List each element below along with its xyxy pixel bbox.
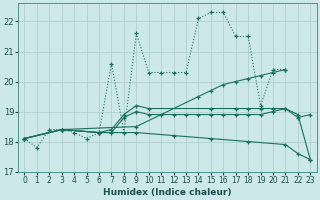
X-axis label: Humidex (Indice chaleur): Humidex (Indice chaleur) [103,188,232,197]
